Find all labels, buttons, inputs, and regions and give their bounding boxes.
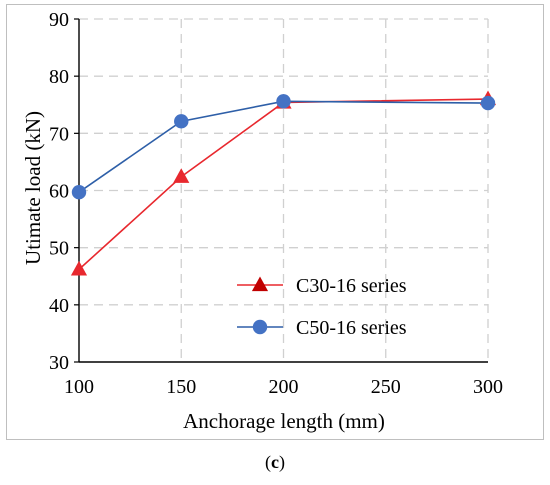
series-1-point-2 (276, 94, 291, 109)
y-tick-label-50: 50 (49, 238, 69, 260)
y-tick-label-80: 80 (49, 66, 69, 88)
series-1-point-1 (174, 114, 189, 129)
x-axis-label: Anchorage length (mm) (183, 409, 385, 433)
series-1-point-0 (71, 185, 87, 200)
legend-marker-1 (252, 319, 268, 335)
legend-marker-0 (251, 276, 269, 292)
y-tick-label-90: 90 (49, 9, 69, 31)
y-tick-label-30: 30 (49, 352, 69, 374)
y-tick-label-60: 60 (49, 181, 69, 203)
x-tick-label-300: 300 (473, 376, 503, 398)
grid-lines (79, 18, 489, 362)
y-tick-label-70: 70 (49, 123, 69, 145)
x-tick-label-150: 150 (166, 376, 196, 398)
y-axis-label: Utimate load (kN) (21, 111, 45, 265)
legend: C30-16 series C50-16 series (237, 275, 407, 339)
caption-label: c (271, 452, 279, 472)
figure-caption: (c) (265, 452, 285, 472)
series-0-point-0 (70, 260, 88, 276)
series-0-point-1 (173, 168, 190, 183)
x-tick-label-200: 200 (269, 376, 299, 398)
legend-label-0: C30-16 series (296, 275, 407, 297)
series-markers (70, 90, 497, 276)
line-chart: 100 150 200 250 300 30 40 50 60 70 80 90 C30-16 se… (21, 9, 503, 433)
chart-frame (6, 4, 544, 440)
x-tick-labels: 100 150 200 250 300 (64, 376, 503, 398)
y-tick-label-40: 40 (49, 295, 69, 317)
series-line-1 (78, 100, 489, 193)
x-tick-label-100: 100 (64, 376, 94, 398)
series-lines (78, 98, 489, 270)
x-tick-label-250: 250 (371, 376, 401, 398)
y-tick-labels: 30 40 50 60 70 80 90 (49, 9, 69, 374)
legend-label-1: C50-16 series (296, 317, 407, 339)
series-1-point-3 (480, 95, 496, 111)
series-line-0 (78, 98, 489, 270)
